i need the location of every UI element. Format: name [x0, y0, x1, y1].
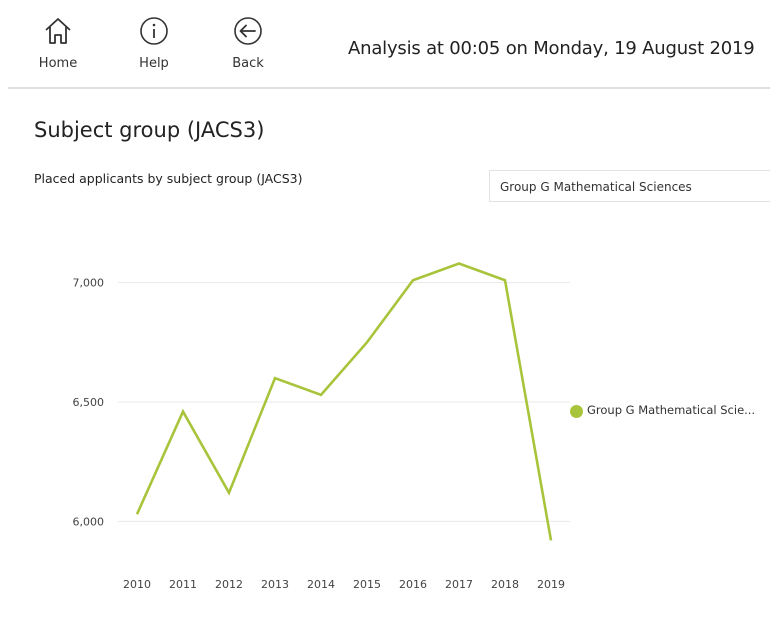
legend-label: Group G Mathematical Scie...	[587, 403, 756, 417]
home-label: Home	[38, 56, 78, 71]
y-tick-label: 6,500	[73, 396, 105, 409]
data-point[interactable]	[227, 490, 232, 495]
series-line	[135, 262, 553, 541]
data-point[interactable]	[319, 392, 324, 397]
series-layer	[135, 261, 554, 543]
chart-title: Placed applicants by subject group (JACS…	[34, 171, 303, 186]
x-tick-label: 2019	[537, 578, 565, 591]
x-tick-label: 2012	[215, 578, 243, 591]
home-button[interactable]: Home	[28, 16, 88, 71]
data-point[interactable]	[503, 278, 508, 283]
y-axis-ticks: 6,000 6,500 7,000	[73, 277, 105, 529]
gridlines	[118, 282, 570, 522]
x-tick-label: 2015	[353, 578, 381, 591]
x-tick-label: 2018	[491, 578, 519, 591]
x-tick-label: 2016	[399, 578, 427, 591]
y-tick-label: 6,000	[73, 515, 105, 528]
info-icon	[140, 17, 168, 45]
back-button[interactable]: Back	[218, 16, 278, 71]
x-tick-label: 2011	[169, 578, 197, 591]
legend-marker	[570, 405, 583, 418]
line-chart: 6,000 6,500 7,000 2010 2011 2012 2013 2014 2015…	[73, 261, 570, 591]
x-tick-label: 2014	[307, 578, 335, 591]
x-tick-label: 2013	[261, 578, 289, 591]
data-point[interactable]	[273, 376, 278, 381]
data-point[interactable]	[411, 278, 416, 283]
back-arrow-icon	[234, 17, 262, 45]
home-icon	[45, 18, 71, 44]
help-button[interactable]: Help	[124, 16, 184, 71]
x-tick-label: 2010	[123, 578, 151, 591]
data-point[interactable]	[365, 340, 370, 345]
data-point[interactable]	[181, 409, 186, 414]
page-title: Subject group (JACS3)	[34, 118, 265, 142]
x-tick-label: 2017	[445, 578, 473, 591]
data-point[interactable]	[549, 538, 554, 543]
x-axis-ticks: 2010 2011 2012 2013 2014 2015 2016 2017 2018 2019	[123, 578, 565, 591]
subject-group-slicer[interactable]: Group G Mathematical Sciences	[489, 170, 770, 202]
help-label: Help	[139, 56, 169, 71]
back-label: Back	[232, 56, 264, 71]
data-point[interactable]	[135, 512, 140, 517]
data-point[interactable]	[457, 261, 462, 266]
analysis-timestamp: Analysis at 00:05 on Monday, 19 August 2…	[348, 38, 755, 59]
toolbar: Home Help Back Analysis at 00:05 on Mond…	[0, 0, 770, 88]
toolbar-divider	[8, 87, 770, 89]
y-tick-label: 7,000	[73, 277, 105, 290]
slicer-selected-value: Group G Mathematical Sciences	[500, 180, 692, 194]
